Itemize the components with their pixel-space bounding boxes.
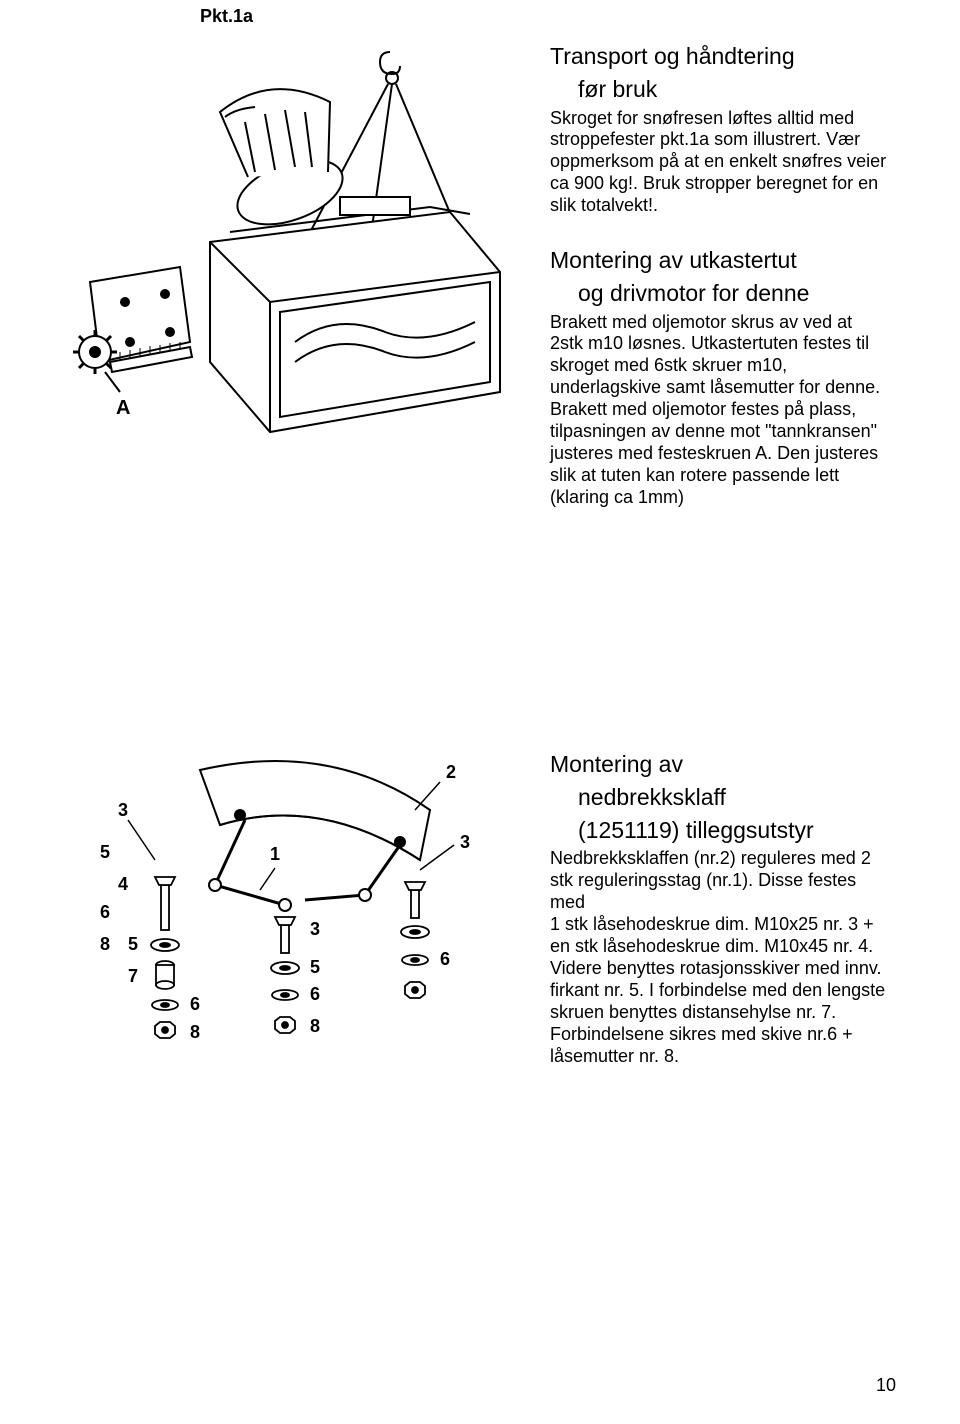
heading-tut-l2: og drivmotor for denne [550, 279, 890, 308]
heading-klaff-l2: nedbrekksklaff [550, 783, 890, 812]
svg-text:8: 8 [100, 934, 110, 954]
svg-text:8: 8 [310, 1016, 320, 1036]
figure-label-a: A [116, 397, 130, 419]
svg-text:6: 6 [190, 994, 200, 1014]
section-nedbrekksklaff: Montering av nedbrekksklaff (1251119) ti… [550, 750, 890, 1068]
svg-text:8: 8 [190, 1022, 200, 1042]
svg-text:3: 3 [460, 832, 470, 852]
svg-text:5: 5 [100, 842, 110, 862]
body-klaff: Nedbrekksklaffen (nr.2) reguleres med 2 … [550, 848, 890, 1068]
svg-text:7: 7 [128, 966, 138, 986]
heading-tut-l1: Montering av utkastertut [550, 246, 890, 275]
heading-transport-l2: før bruk [550, 75, 890, 104]
heading-transport-l1: Transport og håndtering [550, 42, 890, 71]
svg-text:4: 4 [118, 874, 128, 894]
svg-text:6: 6 [100, 902, 110, 922]
page-number: 10 [876, 1375, 896, 1396]
body-tut: Brakett med oljemotor skrus av ved at 2s… [550, 312, 890, 510]
svg-text:5: 5 [128, 934, 138, 954]
svg-text:1: 1 [270, 844, 280, 864]
section-transport: Transport og håndtering før bruk Skroget… [550, 42, 890, 217]
svg-text:6: 6 [440, 949, 450, 969]
heading-klaff-l1: Montering av [550, 750, 890, 779]
body-transport: Skroget for snøfresen løftes alltid med … [550, 108, 890, 218]
section-montering-tut: Montering av utkastertut og drivmotor fo… [550, 246, 890, 509]
heading-klaff-l3: (1251119) tilleggsutstyr [550, 816, 890, 845]
svg-text:3: 3 [310, 919, 320, 939]
figure-nedbrekksklaff: 1 2 3 3 3 4 5 5 5 6 6 6 6 7 8 8 8 [70, 750, 500, 1100]
svg-text:5: 5 [310, 957, 320, 977]
svg-text:6: 6 [310, 984, 320, 1004]
svg-text:3: 3 [118, 800, 128, 820]
pkt-label: Pkt.1a [200, 6, 253, 27]
svg-text:2: 2 [446, 762, 456, 782]
figure-transport: A [70, 42, 520, 482]
